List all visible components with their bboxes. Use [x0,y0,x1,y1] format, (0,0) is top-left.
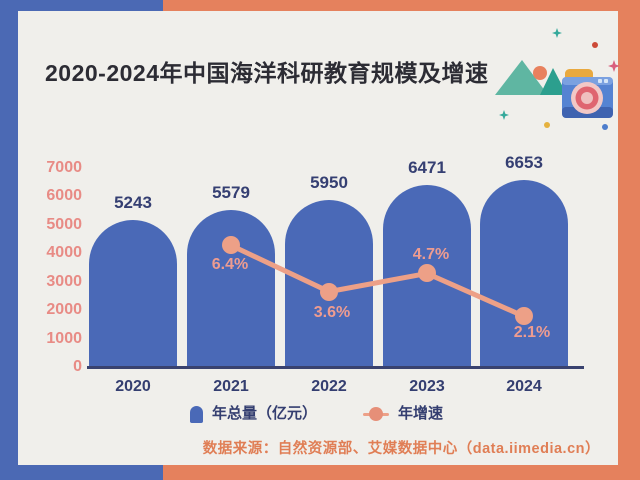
y-axis-tick: 3000 [46,273,82,290]
x-axis-label: 2021 [213,378,249,395]
chart-area: 7000 6000 5000 4000 3000 2000 1000 0 524… [18,11,618,465]
line-point-2023 [418,264,436,283]
legend: 年总量（亿元） 年增速 [190,404,443,424]
bar-series-icon [190,405,203,423]
line-point-2024 [515,307,533,326]
decorations [495,28,620,130]
bar-value-label: 5243 [114,193,152,212]
y-axis-tick: 1000 [46,330,82,347]
bar-value-label: 6653 [505,153,543,172]
line-point-2021 [222,236,240,255]
x-axis-label: 2022 [311,378,347,395]
sun-icon [533,66,547,80]
growth-value-label: 2.1% [513,324,551,342]
bar-value-label: 5579 [212,183,250,202]
legend-label: 年增速 [398,405,444,422]
bar-value-label: 6471 [408,158,446,177]
x-axis-label: 2020 [115,378,151,395]
bar-value-label: 5950 [310,173,348,192]
line-point-2022 [320,282,338,301]
y-axis-tick: 0 [73,358,82,375]
growth-value-label: 3.6% [313,303,351,321]
bar-2024 [480,180,568,369]
mountains-icon [495,60,567,95]
growth-line [228,242,527,319]
line-series-icon [363,407,390,421]
bar-2020 [89,220,177,369]
x-axis-label: 2024 [506,378,542,395]
growth-value-label: 4.7% [412,246,450,264]
camera-icon [562,69,613,118]
y-axis-tick: 6000 [46,187,82,204]
legend-label: 年总量（亿元） [212,405,318,422]
growth-line-chart [228,242,527,319]
legend-item-growth: 年增速 [363,404,443,424]
x-axis-line [87,366,584,369]
y-axis-tick: 4000 [46,244,82,261]
y-axis-tick: 7000 [46,159,82,176]
infographic-card: 2020-2024年中国海洋科研教育规模及增速 [18,11,620,465]
x-axis-label: 2023 [409,378,445,395]
growth-value-label: 6.4% [211,256,249,274]
y-axis-tick: 5000 [46,216,82,233]
legend-item-total: 年总量（亿元） [190,404,317,424]
page-title: 2020-2024年中国海洋科研教育规模及增速 [45,60,489,86]
data-source: 数据来源：自然资源部、艾媒数据中心（data.iimedia.cn） [202,441,600,457]
y-axis-tick: 2000 [46,301,82,318]
dot-accents [544,42,608,130]
